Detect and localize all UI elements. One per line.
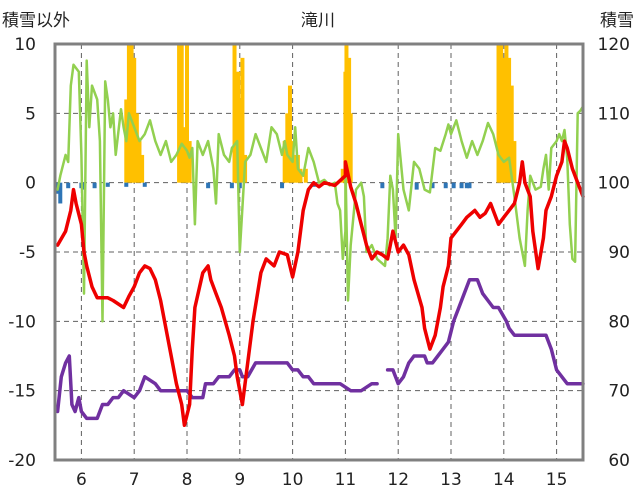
y-left-tick-label: -15	[8, 382, 36, 402]
series-line-humidity	[56, 59, 585, 323]
precip-neg-bar	[380, 182, 385, 189]
precip-bar	[240, 57, 245, 183]
precip-bar	[512, 141, 517, 183]
precip-bar	[293, 154, 298, 183]
precip-bar	[137, 141, 142, 183]
y-right-tick-label: 70	[608, 382, 630, 402]
precip-bar	[303, 168, 308, 183]
precip-bar	[140, 154, 145, 183]
precip-neg-bar	[92, 182, 97, 189]
y-right-tick-label: 80	[608, 312, 630, 332]
precip-neg-bar	[467, 182, 472, 189]
x-tick-label: 11	[335, 470, 357, 490]
precip-neg-bar	[229, 182, 234, 189]
precip-neg-bar	[280, 182, 285, 189]
precip-neg-bar	[124, 182, 129, 187]
precip-bar	[496, 44, 501, 183]
plot-area	[53, 42, 585, 462]
y-right-title: 積雪	[600, 11, 634, 31]
precip-neg-bar	[464, 182, 469, 189]
x-tick-label: 14	[493, 470, 515, 490]
precip-bar	[237, 99, 242, 183]
precip-bar	[507, 57, 512, 183]
y-left-tick-label: -5	[19, 243, 36, 263]
precip-neg-bar	[451, 182, 456, 189]
precip-neg-bar	[459, 182, 464, 189]
precip-bar	[182, 127, 187, 183]
series-line-snow-depth-1	[385, 277, 585, 386]
precip-bar	[501, 57, 506, 183]
precip-bar	[134, 113, 139, 183]
y-right-tick-label: 90	[608, 243, 630, 263]
precip-neg-bar	[105, 182, 110, 187]
precip-bar	[187, 141, 192, 183]
x-tick-label: 12	[387, 470, 409, 490]
precip-neg-bar	[66, 182, 71, 189]
precip-bar	[499, 44, 504, 183]
y-right-tick-label: 110	[598, 104, 630, 124]
plot-frame	[53, 42, 585, 462]
x-tick-label: 13	[440, 470, 462, 490]
precip-bar	[132, 57, 137, 183]
y-left-tick-label: -10	[8, 312, 36, 332]
precip-bar	[509, 85, 514, 183]
precip-neg-bar	[430, 182, 435, 189]
precip-neg-bar	[206, 182, 211, 189]
y-right-tick-label: 120	[598, 35, 630, 55]
precip-bar	[298, 168, 303, 183]
tick-labels: 10 5 0 -5 -10 -15 -20 120 110 100 90 80 70 60 6 7 8 9 10 11…	[8, 35, 630, 490]
precip-neg-bar	[237, 182, 242, 189]
precip-bar	[179, 44, 184, 183]
precip-bar	[287, 85, 292, 183]
precip-bar	[177, 44, 182, 183]
y-left-tick-label: 0	[25, 174, 36, 194]
x-tick-label: 9	[234, 470, 245, 490]
chart-title: 滝川	[301, 11, 335, 31]
precip-neg-bar	[443, 182, 448, 189]
series-line-temperature	[55, 139, 585, 428]
precip-bar	[129, 44, 134, 183]
y-left-title: 積雪以外	[2, 11, 70, 31]
series-line-snow-depth-0	[55, 354, 379, 421]
precip-bar	[504, 44, 509, 183]
x-tick-label: 15	[546, 470, 568, 490]
x-tick-label: 10	[282, 470, 304, 490]
y-left-tick-label: 10	[14, 35, 36, 55]
precip-neg-bar	[414, 182, 419, 190]
y-right-tick-label: 60	[608, 451, 630, 471]
precip-bar	[285, 113, 290, 183]
y-left-tick-label: -20	[8, 451, 36, 471]
precip-bar	[344, 44, 349, 183]
x-tick-label: 6	[76, 470, 87, 490]
x-tick-label: 8	[182, 470, 193, 490]
y-left-tick-label: 5	[25, 104, 36, 124]
precip-bar	[348, 113, 353, 183]
y-right-tick-label: 100	[598, 174, 630, 194]
precip-bar	[340, 168, 345, 183]
precip-neg-bar	[58, 182, 63, 204]
x-tick-label: 7	[129, 470, 140, 490]
precip-bar	[234, 85, 239, 183]
precip-bar	[282, 141, 287, 183]
precip-neg-bar	[142, 182, 147, 187]
precip-bar	[185, 44, 189, 183]
